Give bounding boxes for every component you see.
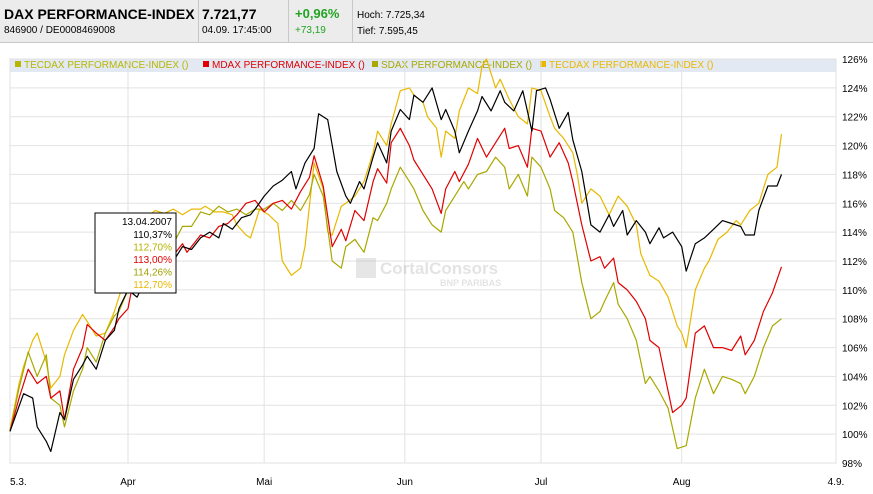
change-pct: +0,96% [295, 6, 340, 21]
watermark-logo [356, 258, 376, 278]
index-name-cell: DAX PERFORMANCE-INDEX 846900 / DE0008469… [0, 0, 199, 42]
x-tick-label: Aug [673, 477, 691, 488]
tooltip-value: 113,00% [133, 255, 172, 266]
y-tick-label: 118% [842, 170, 867, 181]
y-tick-label: 114% [842, 228, 867, 239]
legend-item-tecdax-2[interactable]: TECDAX PERFORMANCE-INDEX () [540, 59, 713, 72]
y-tick-label: 122% [842, 113, 868, 124]
tooltip-box [94, 212, 177, 294]
tooltip-value: 112,70% [133, 243, 172, 254]
legend-item-mdax[interactable]: MDAX PERFORMANCE-INDEX () [203, 59, 365, 72]
legend-swatch [15, 61, 21, 67]
change-abs: +73,19 [295, 25, 326, 36]
range-cell: Hoch: 7.725,34 Tief: 7.595,45 [353, 0, 872, 42]
x-tick-label: Mai [256, 477, 272, 488]
tooltip: 13.04.2007110,37%112,70%113,00%114,26%11… [94, 212, 177, 294]
legend-item-tecdax[interactable]: TECDAX PERFORMANCE-INDEX () [15, 59, 188, 72]
y-tick-label: 126% [842, 55, 868, 66]
y-tick-label: 112% [842, 257, 867, 268]
price-cell: 7.721,77 04.09. 17:45:00 [199, 0, 289, 42]
y-tick-label: 124% [842, 84, 868, 95]
watermark-sub: BNP PARIBAS [440, 278, 501, 288]
legend-swatch [372, 61, 378, 67]
x-tick-label: Apr [120, 477, 136, 488]
timestamp: 04.09. 17:45:00 [202, 25, 272, 36]
chart-legend: TECDAX PERFORMANCE-INDEX () MDAX PERFORM… [10, 59, 836, 72]
y-tick-label: 108% [842, 315, 868, 326]
legend-item-sdax[interactable]: SDAX PERFORMANCE-INDEX () [372, 59, 532, 72]
low-value: Tief: 7.595,45 [357, 26, 418, 37]
y-axis: 98% 100% 102% 104% 106% 108% 110% 112% 114% 116% 1… [842, 55, 868, 470]
change-cell: +0,96% +73,19 [289, 0, 353, 42]
tooltip-value: 110,37% [133, 230, 172, 241]
x-tick-label: 5.3. [10, 477, 27, 488]
watermark: CortalConsors BNP PARIBAS [356, 258, 501, 288]
x-axis: 5.3. Apr Mai Jun Jul Aug 4.9. [10, 477, 844, 488]
high-value: Hoch: 7.725,34 [357, 10, 425, 21]
tooltip-value: 112,70% [133, 280, 172, 291]
x-tick-label: 4.9. [828, 477, 845, 488]
legend-swatch [540, 61, 546, 67]
y-tick-label: 106% [842, 344, 868, 355]
y-tick-label: 120% [842, 142, 868, 153]
x-tick-label: Jul [535, 477, 548, 488]
y-tick-label: 98% [842, 459, 862, 470]
quote-header: DAX PERFORMANCE-INDEX 846900 / DE0008469… [0, 0, 873, 43]
tooltip-date: 13.04.2007 [122, 217, 172, 228]
legend-swatch [203, 61, 209, 67]
tooltip-value: 114,26% [133, 268, 172, 279]
x-tick-label: Jun [397, 477, 413, 488]
watermark-brand: CortalConsors [380, 259, 498, 278]
index-name: DAX PERFORMANCE-INDEX [4, 6, 195, 22]
y-tick-label: 110% [842, 286, 867, 297]
price: 7.721,77 [202, 6, 257, 22]
y-tick-label: 102% [842, 401, 868, 412]
y-tick-label: 116% [842, 199, 867, 210]
index-id: 846900 / DE0008469008 [4, 25, 116, 36]
y-tick-label: 100% [842, 430, 868, 441]
y-tick-label: 104% [842, 372, 868, 383]
